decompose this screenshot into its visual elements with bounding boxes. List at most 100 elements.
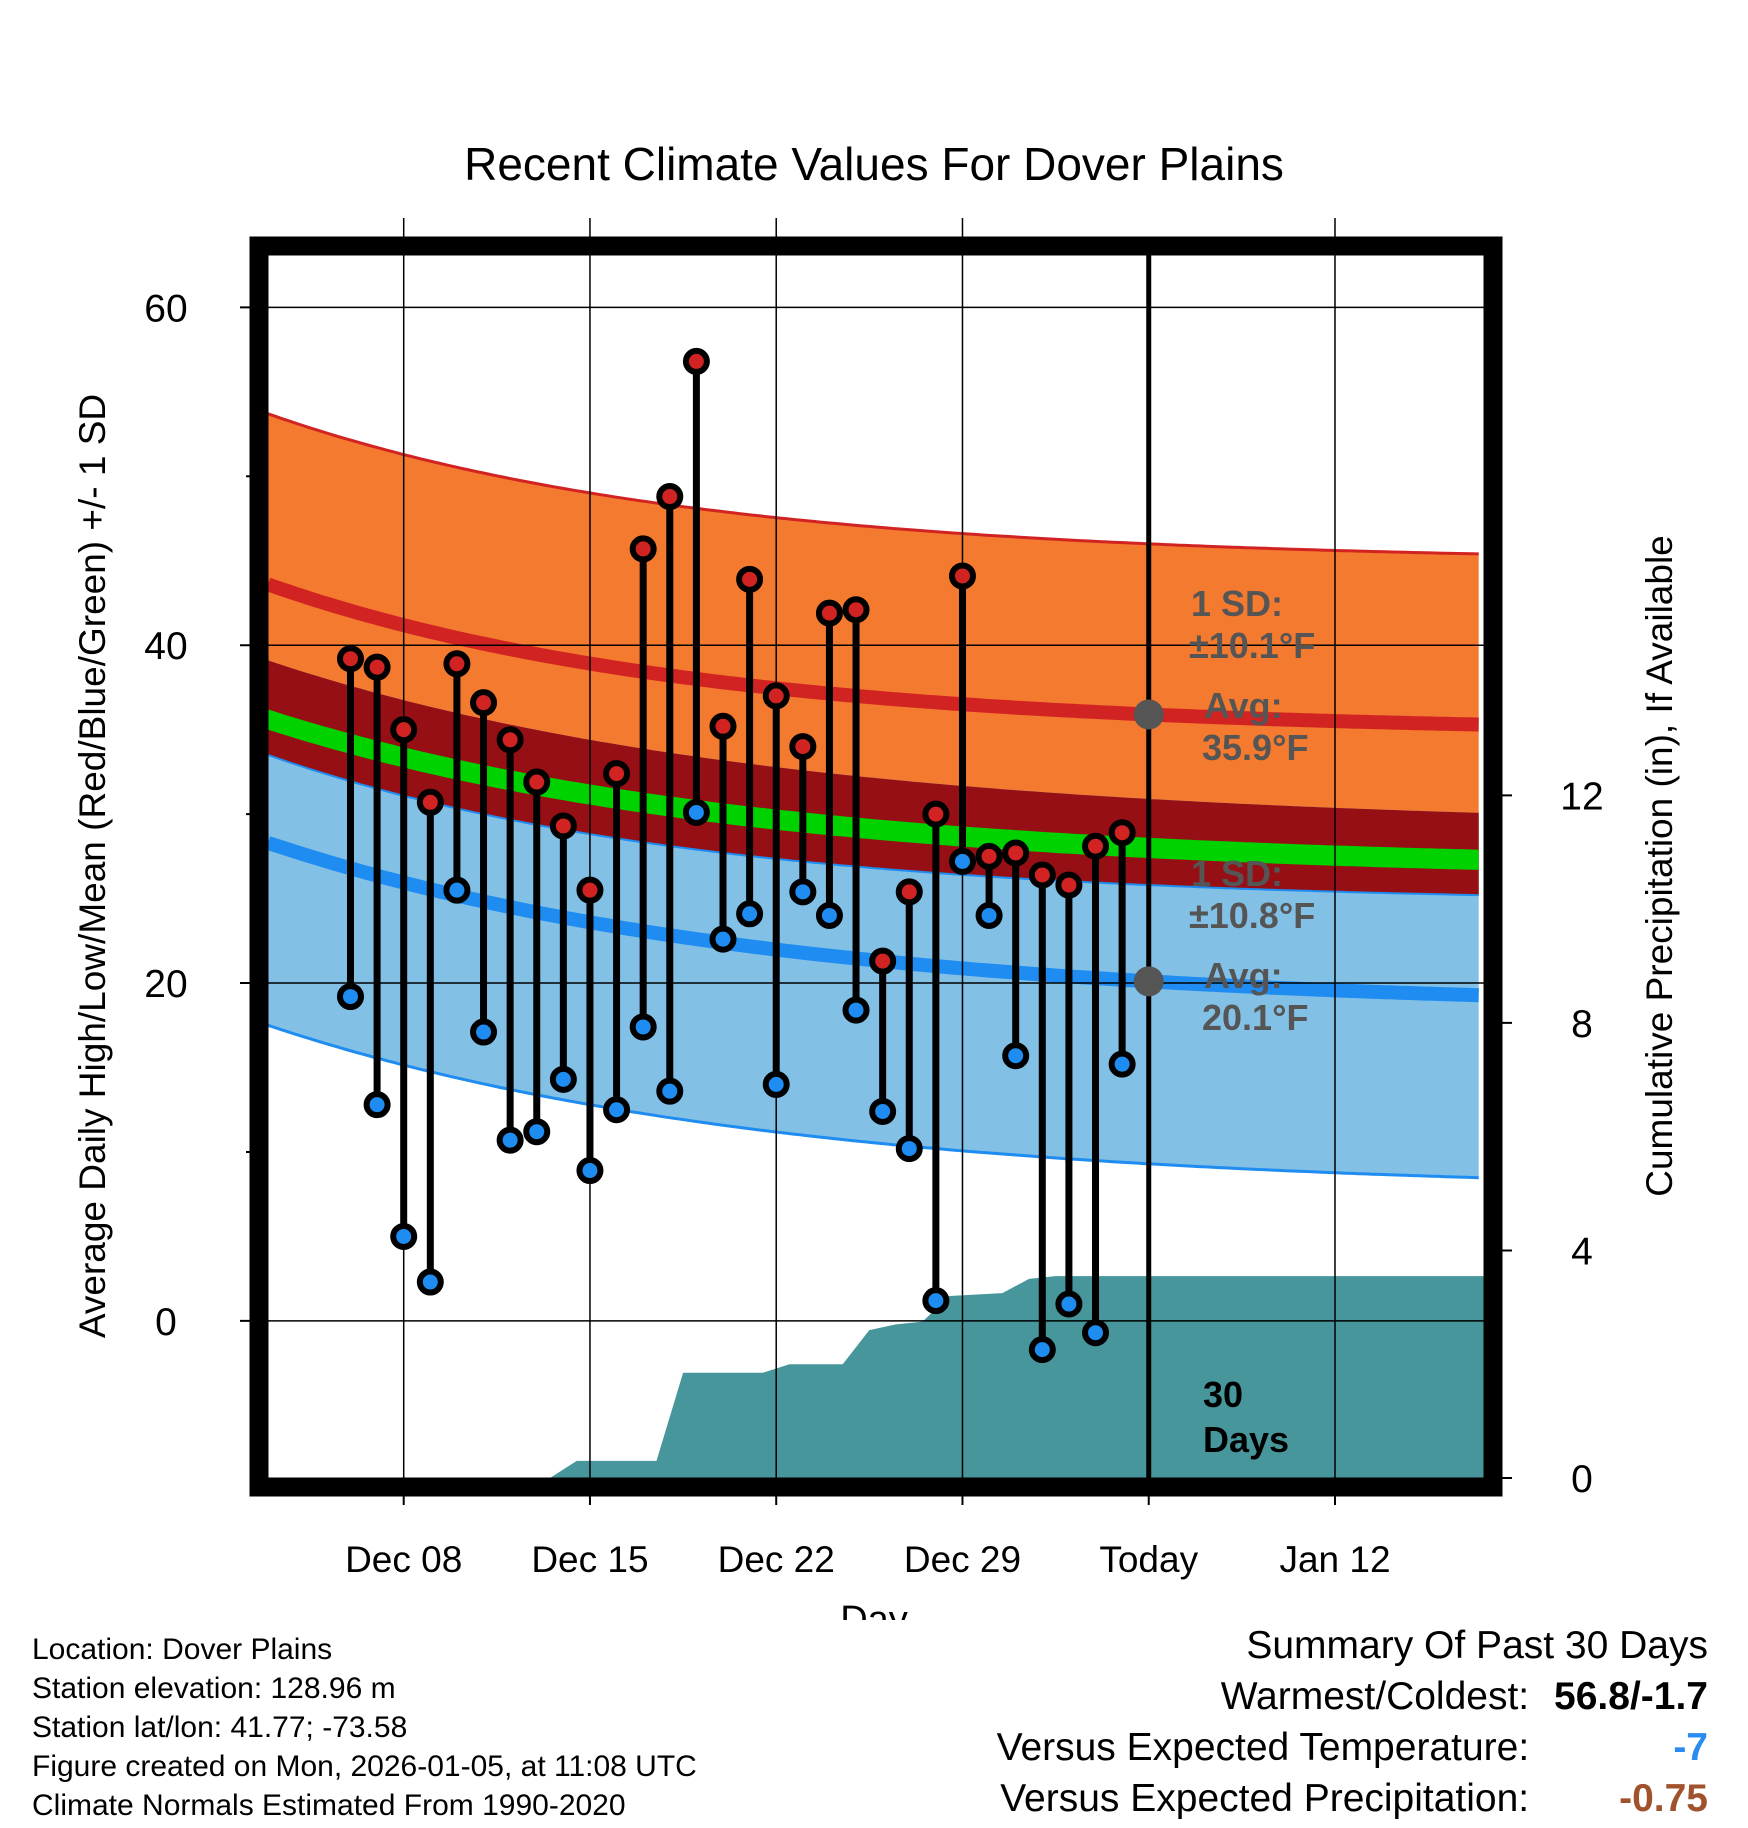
- precipitation-area: [268, 1276, 1484, 1478]
- low-temp-marker: [1002, 1042, 1030, 1070]
- low-temp-marker: [975, 901, 1003, 929]
- mean-band: [268, 660, 1479, 896]
- period-unit: Days: [1203, 1419, 1289, 1460]
- high-temp-marker: [815, 599, 843, 627]
- low-temp-marker: [682, 798, 710, 826]
- low-temp-marker: [1082, 1319, 1110, 1347]
- latlon-text: Station lat/lon: 41.77; -73.58: [32, 1711, 408, 1744]
- y-left-tick-label: 40: [144, 625, 187, 668]
- warmest-coldest-row: Warmest/Coldest: 56.8/-1.7: [997, 1671, 1708, 1722]
- low-sd-value: ±10.8°F: [1189, 895, 1315, 936]
- created-text: Figure created on Mon, 2026-01-05, at 11…: [32, 1750, 697, 1783]
- x-tick-label: Jan 12: [1279, 1539, 1390, 1580]
- daily-range-stems: [346, 361, 1126, 1350]
- station-info: Location: Dover Plains Station elevation…: [32, 1630, 697, 1825]
- high-temp-marker: [549, 812, 577, 840]
- low-temp-marker: [496, 1126, 524, 1154]
- temp-label: Versus Expected Temperature:: [996, 1726, 1530, 1769]
- high-temp-marker: [656, 483, 684, 511]
- low-temp-marker: [576, 1157, 604, 1185]
- low-temp-marker: [549, 1065, 577, 1093]
- low-today-marker: [1133, 966, 1164, 997]
- high-temp-marker: [789, 733, 817, 761]
- y-right-tick-label: 0: [1571, 1458, 1593, 1501]
- low-temp-marker: [629, 1013, 657, 1041]
- high-temp-marker: [496, 726, 524, 754]
- y-axis-right-ticks: 0 4 8 12: [1493, 775, 1604, 1501]
- precip-row: Versus Expected Precipitation: -0.75: [997, 1773, 1708, 1824]
- low-sd-lower-line: [267, 1023, 1479, 1180]
- location-text: Location: Dover Plains: [32, 1633, 333, 1666]
- summary-title: Summary Of Past 30 Days: [1246, 1624, 1708, 1667]
- climate-chart: 1 SD: ±10.1°F Avg: 35.9°F 1 SD: ±10.8°F …: [72, 138, 1680, 1620]
- low-temp-marker: [470, 1018, 498, 1046]
- high-temp-marker: [443, 650, 471, 678]
- low-temp-marker: [1055, 1290, 1083, 1318]
- y-right-tick-label: 12: [1560, 775, 1603, 818]
- low-temp-marker: [336, 983, 364, 1011]
- x-tick-label: Dec 08: [345, 1539, 462, 1580]
- low-temp-marker: [443, 876, 471, 904]
- high-temp-marker: [1082, 832, 1110, 860]
- high-temp-marker: [1002, 839, 1030, 867]
- x-axis-label: Day: [840, 1599, 908, 1620]
- x-tick-label: Today: [1099, 1539, 1198, 1580]
- y-left-tick-label: 60: [144, 287, 187, 330]
- annotations: 1 SD: ±10.1°F Avg: 35.9°F 1 SD: ±10.8°F …: [1133, 583, 1315, 1460]
- low-temp-marker: [709, 925, 737, 953]
- daily-markers: [336, 347, 1136, 1364]
- high-avg-label: Avg:: [1204, 685, 1283, 726]
- high-temp-marker: [948, 562, 976, 590]
- x-tick-label: Dec 29: [904, 1539, 1021, 1580]
- high-temp-marker: [842, 596, 870, 624]
- warmest-coldest-value: 56.8/-1.7: [1554, 1675, 1708, 1718]
- high-sd-upper-line: [267, 412, 1479, 556]
- high-temp-marker: [603, 760, 631, 788]
- y-axis-right-label: Cumulative Precipitation (in), If Availa…: [1639, 535, 1680, 1197]
- low-temp-marker: [842, 996, 870, 1024]
- low-temp-marker: [895, 1135, 923, 1163]
- low-temp-marker: [815, 901, 843, 929]
- high-temp-marker: [736, 565, 764, 593]
- high-temp-marker: [470, 689, 498, 717]
- x-tick-label: Dec 15: [531, 1539, 648, 1580]
- low-temp-marker: [363, 1091, 391, 1119]
- high-sd-lower-line: [267, 754, 1479, 897]
- low-temp-marker: [390, 1222, 418, 1250]
- precip-value: -0.75: [1619, 1777, 1708, 1820]
- low-temp-marker: [523, 1118, 551, 1146]
- high-temp-marker: [869, 947, 897, 975]
- high-mean-line: [265, 577, 1479, 732]
- low-avg-value: 20.1°F: [1202, 997, 1308, 1038]
- low-temp-marker: [948, 847, 976, 875]
- low-temp-marker: [736, 900, 764, 928]
- plot-frame: [249, 236, 1503, 1497]
- temp-row: Versus Expected Temperature: -7: [997, 1722, 1708, 1773]
- high-temp-marker: [576, 876, 604, 904]
- low-temp-marker: [603, 1096, 631, 1124]
- high-temp-marker: [1028, 861, 1056, 889]
- x-axis-ticks: Dec 08 Dec 15 Dec 22 Dec 29 Today Jan 12: [345, 1487, 1391, 1580]
- high-temp-marker: [523, 768, 551, 796]
- high-temp-marker: [922, 800, 950, 828]
- low-sd-label: 1 SD:: [1191, 853, 1283, 894]
- low-temp-marker: [656, 1077, 684, 1105]
- high-temp-marker: [682, 347, 710, 375]
- high-temp-marker: [390, 716, 418, 744]
- x-tick-label: Dec 22: [718, 1539, 835, 1580]
- high-temp-marker: [975, 842, 1003, 870]
- high-temp-marker: [416, 788, 444, 816]
- high-temp-marker: [336, 645, 364, 673]
- y-left-tick-label: 0: [155, 1301, 177, 1344]
- low-temp-marker: [922, 1287, 950, 1315]
- low-avg-label: Avg:: [1204, 955, 1283, 996]
- warmest-coldest-label: Warmest/Coldest:: [1220, 1675, 1530, 1718]
- precip-area-path: [268, 1276, 1484, 1478]
- y-left-tick-label: 20: [144, 963, 187, 1006]
- y-axis-left-label: Average Daily High/Low/Mean (Red/Blue/Gr…: [72, 394, 113, 1338]
- elevation-text: Station elevation: 128.96 m: [32, 1672, 396, 1705]
- low-temp-marker: [1108, 1050, 1136, 1078]
- high-avg-value: 35.9°F: [1202, 727, 1308, 768]
- high-temp-marker: [1108, 819, 1136, 847]
- high-temp-marker: [762, 682, 790, 710]
